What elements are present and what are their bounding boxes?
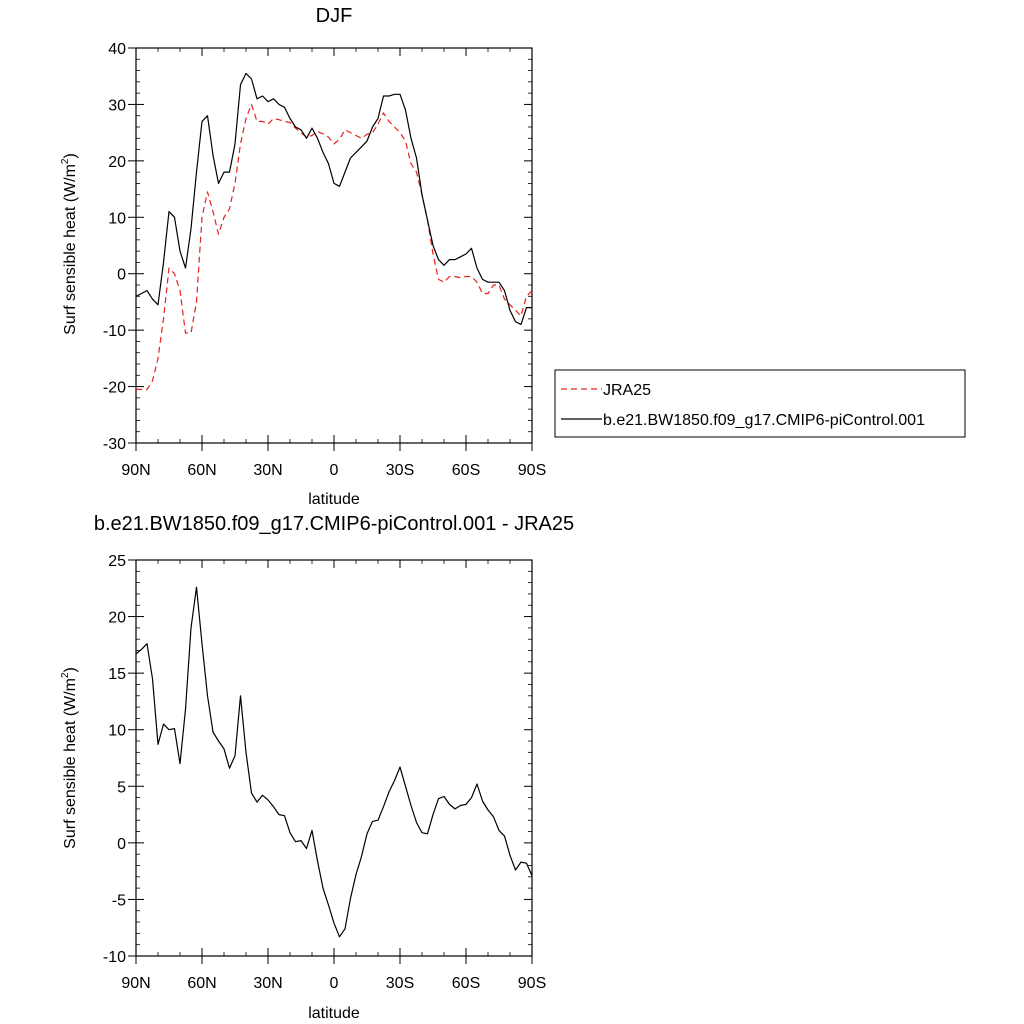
series-line-difference (135, 586, 533, 938)
y-axis-label-sup: 2 (60, 672, 71, 678)
x-axis-label: latitude (308, 1005, 360, 1022)
y-axis-label-close: ) (62, 667, 79, 672)
plot-frame (135, 559, 533, 957)
series-line-jra25 (136, 103, 533, 390)
plot-area (135, 559, 533, 957)
y-axis-label: Surf sensible heat (W/m2) (60, 153, 79, 335)
x-tick-label: 30S (386, 975, 414, 992)
x-tick-label: 90N (121, 975, 150, 992)
x-axis: 90N 60N 30N 0 30S 60S 90S (121, 560, 546, 992)
y-tick-label: -10 (103, 323, 126, 340)
y-axis-label: Surf sensible heat (W/m2) (60, 667, 79, 849)
y-tick-label: 20 (108, 610, 126, 627)
y-axis-label-close: ) (62, 153, 79, 158)
y-tick-label: 10 (108, 210, 126, 227)
legend-label-jra25: JRA25 (603, 382, 651, 399)
legend-label-model: b.e21.BW1850.f09_g17.CMIP6-piControl.001 (603, 412, 925, 429)
x-tick-label: 30N (253, 462, 282, 479)
x-axis: 90N 60N 30N 0 30S 60S 90S (121, 48, 546, 479)
y-tick-label: -20 (103, 380, 126, 397)
series-lines (135, 586, 533, 938)
y-axis-label-sup: 2 (60, 158, 71, 164)
y-axis: -30 -20 -10 0 10 20 30 40 (103, 41, 532, 453)
series-lines (135, 72, 533, 390)
y-axis-label-main: Surf sensible heat (W/m (62, 678, 79, 849)
x-tick-label: 60S (452, 462, 480, 479)
chart-difference: b.e21.BW1850.f09_g17.CMIP6-piControl.001… (60, 513, 574, 1022)
y-tick-label: -30 (103, 436, 126, 453)
chart-title: b.e21.BW1850.f09_g17.CMIP6-piControl.001… (94, 513, 574, 535)
x-tick-label: 30N (253, 975, 282, 992)
y-tick-label: 25 (108, 553, 126, 570)
legend-box (554, 369, 966, 438)
y-tick-label: 40 (108, 41, 126, 58)
x-tick-label: 60S (452, 975, 480, 992)
y-tick-label: -5 (112, 892, 126, 909)
x-tick-label: 0 (330, 462, 339, 479)
y-tick-label: -10 (103, 949, 126, 966)
x-tick-label: 60N (187, 462, 216, 479)
x-tick-label: 90S (518, 975, 546, 992)
y-tick-label: 10 (108, 723, 126, 740)
y-tick-label: 5 (117, 779, 126, 796)
y-tick-label: 0 (117, 267, 126, 284)
y-tick-label: 15 (108, 666, 126, 683)
x-tick-label: 30S (386, 462, 414, 479)
y-axis: -10 -5 0 5 10 15 20 25 (103, 553, 532, 966)
x-tick-label: 0 (330, 975, 339, 992)
x-tick-label: 90S (518, 462, 546, 479)
chart-title: DJF (316, 5, 353, 27)
y-tick-label: 0 (117, 836, 126, 853)
y-axis-label-main: Surf sensible heat (W/m (62, 164, 79, 335)
y-tick-label: 30 (108, 97, 126, 114)
x-tick-label: 60N (187, 975, 216, 992)
series-line-b-e21-bw1850-f09-g17-cmip6-picontrol-001 (135, 72, 532, 326)
plot-area (135, 47, 533, 444)
plot-frame (135, 47, 533, 444)
x-axis-label: latitude (308, 491, 360, 508)
legend: JRA25 b.e21.BW1850.f09_g17.CMIP6-piContr… (554, 369, 966, 438)
x-tick-label: 90N (121, 462, 150, 479)
y-tick-label: 20 (108, 154, 126, 171)
